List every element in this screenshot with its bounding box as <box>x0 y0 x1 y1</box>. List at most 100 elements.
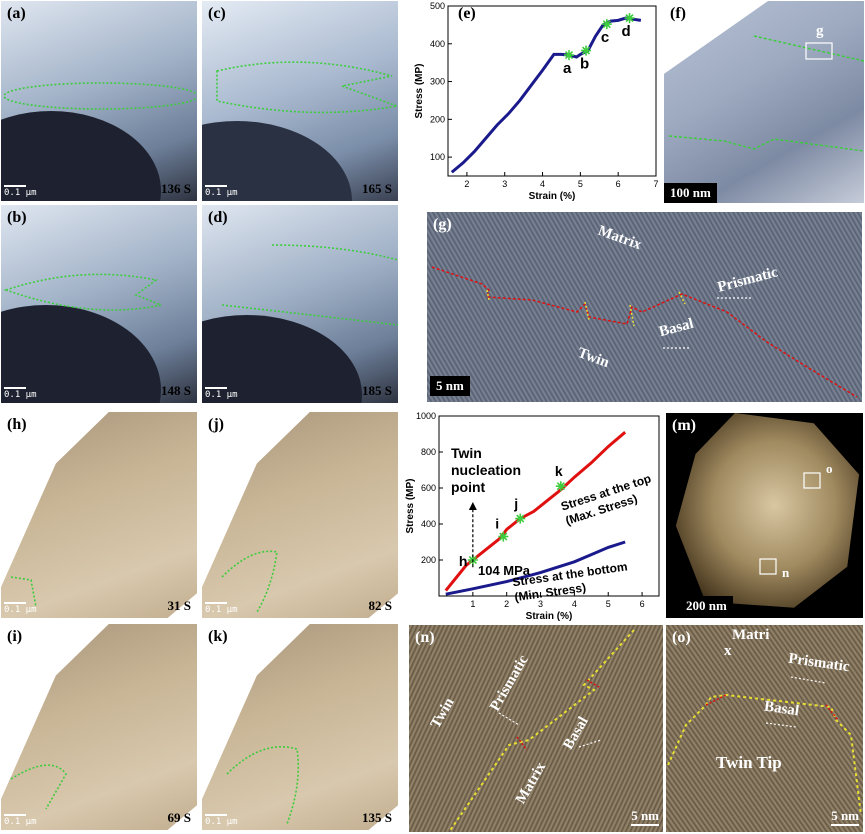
panel-d: (d) 0.1 µm 185 S <box>202 205 398 403</box>
panel-m: o n (m) 200 nm <box>666 413 863 618</box>
twin-outline <box>221 244 398 326</box>
x-tick-label: 2 <box>464 179 469 189</box>
marker-star <box>564 50 575 61</box>
scale-bar: 0.1 µm <box>205 602 238 615</box>
panel-n: Twin Prismatic Matrix Basal (n) 5 nm <box>409 625 663 832</box>
marker-star <box>601 19 612 30</box>
twin-boundary-lines <box>668 35 864 152</box>
y-tick-label: 600 <box>421 483 436 493</box>
panel-l: 1 2 3 4 5 6 200 400 600 800 1000 Strain (%) Stress (… <box>403 410 665 622</box>
marker-star <box>515 513 526 524</box>
nucleation-arrow-head <box>468 502 477 510</box>
panel-i: (i) 0.1 µm 69 S <box>1 624 197 830</box>
scale-bar: 5 nm <box>430 376 470 396</box>
label-matrix-a: Matri <box>732 627 770 643</box>
panel-label: (m) <box>672 417 696 434</box>
marker-star <box>581 45 592 56</box>
x-tick-label: 5 <box>578 179 583 189</box>
x-axis-label: Strain (%) <box>529 191 576 202</box>
scale-bar: 0.1 µm <box>4 602 37 615</box>
time-label: 82 S <box>368 598 392 613</box>
scale-bar: 0.1 µm <box>4 814 37 827</box>
stress-strain-chart-e: 2 3 4 5 6 7 100 200 300 400 500 Strain (%) Stress (M… <box>414 1 659 202</box>
y-tick-label: 500 <box>430 1 445 11</box>
x-tick-label: 3 <box>538 599 543 609</box>
twin-outline <box>3 273 164 311</box>
x-tick-label: 1 <box>470 599 475 609</box>
twin-outline <box>3 82 197 110</box>
panel-o: Matri x Prismatic Basal Twin Tip (o) 5 n… <box>666 625 863 832</box>
box-label-g: g <box>816 23 824 39</box>
panel-f: g (f) 100 nm <box>664 1 864 203</box>
box-label-n: n <box>782 565 790 580</box>
marker-label-d: d <box>622 23 631 40</box>
x-tick-label: 4 <box>540 179 545 189</box>
panel-label: (n) <box>415 629 435 646</box>
twin-outline <box>10 576 37 608</box>
panel-a: (a) 0.1 µm 136 S <box>1 1 197 201</box>
marker-star <box>498 531 509 542</box>
panel-label: (j) <box>208 416 224 433</box>
marker-label-k: k <box>555 463 563 479</box>
x-tick-label: 3 <box>502 179 507 189</box>
panel-label: (h) <box>7 416 27 433</box>
interface-lines <box>448 629 635 832</box>
time-label: 69 S <box>167 810 191 825</box>
panel-k: (k) 0.1 µm 135 S <box>202 624 398 830</box>
y-tick-label: 200 <box>430 114 445 124</box>
interface-lines <box>667 676 862 816</box>
annotation-nucleation: point <box>451 479 486 495</box>
panel-e: 2 3 4 5 6 7 100 200 300 400 500 Strain (%) Stress (M… <box>410 1 660 206</box>
marker-label-h: h <box>459 553 468 569</box>
twin-outline <box>221 550 278 613</box>
annotation-nucleation: nucleation <box>451 462 521 478</box>
panel-label: (b) <box>7 209 27 226</box>
scale-bar: 0.1 µm <box>4 387 37 400</box>
scale-bar: 100 nm <box>664 183 717 203</box>
panel-label: (d) <box>208 209 228 226</box>
scale-bar: 5 nm <box>631 808 659 826</box>
twin-outline <box>10 764 67 810</box>
stress-strain-chart-l: 1 2 3 4 5 6 200 400 600 800 1000 Strain (%) Stress (… <box>405 411 660 622</box>
x-tick-label: 4 <box>572 599 577 609</box>
panel-label: (c) <box>208 5 226 22</box>
y-axis-label: Stress (MP) <box>414 63 425 118</box>
x-axis-label: Strain (%) <box>526 611 573 622</box>
marker-star <box>555 481 566 492</box>
y-tick-label: 200 <box>421 555 436 565</box>
y-tick-label: 100 <box>430 152 445 162</box>
x-tick-label: 6 <box>640 599 645 609</box>
scale-bar: 0.1 µm <box>205 185 238 198</box>
x-tick-label: 7 <box>653 179 658 189</box>
marker-label-b: b <box>580 56 589 73</box>
scale-bar: 0.1 µm <box>4 185 37 198</box>
twin-outline <box>216 61 398 114</box>
time-label: 165 S <box>362 181 392 196</box>
x-tick-label: 5 <box>606 599 611 609</box>
panel-b: (b) 0.1 µm 148 S <box>1 205 197 403</box>
y-tick-label: 400 <box>430 39 445 49</box>
plot-frame <box>438 415 660 597</box>
annotation-value: 104 MPa <box>478 563 531 578</box>
interface-lines <box>431 266 858 398</box>
panel-label: (o) <box>672 629 691 646</box>
series-line-1 <box>450 16 642 174</box>
scale-bar: 5 nm <box>831 808 859 826</box>
y-tick-label: 300 <box>430 77 445 87</box>
x-tick-label: 6 <box>616 179 621 189</box>
marker-label-c: c <box>601 29 609 46</box>
time-label: 136 S <box>161 181 191 196</box>
tem-image <box>675 413 860 608</box>
panel-label: (a) <box>7 5 26 22</box>
scale-bar: 0.1 µm <box>205 387 238 400</box>
time-label: 148 S <box>161 383 191 398</box>
y-tick-label: 400 <box>421 519 436 529</box>
marker-label-i: i <box>495 516 499 532</box>
marker-label-j: j <box>513 496 518 512</box>
plot-frame <box>447 5 657 177</box>
panel-label: (e) <box>458 5 476 22</box>
selection-boxes <box>759 472 821 575</box>
panel-label: (f) <box>670 5 686 22</box>
y-axis-label: Stress (MP) <box>405 478 416 533</box>
panel-j: (j) 0.1 µm 82 S <box>202 412 398 618</box>
